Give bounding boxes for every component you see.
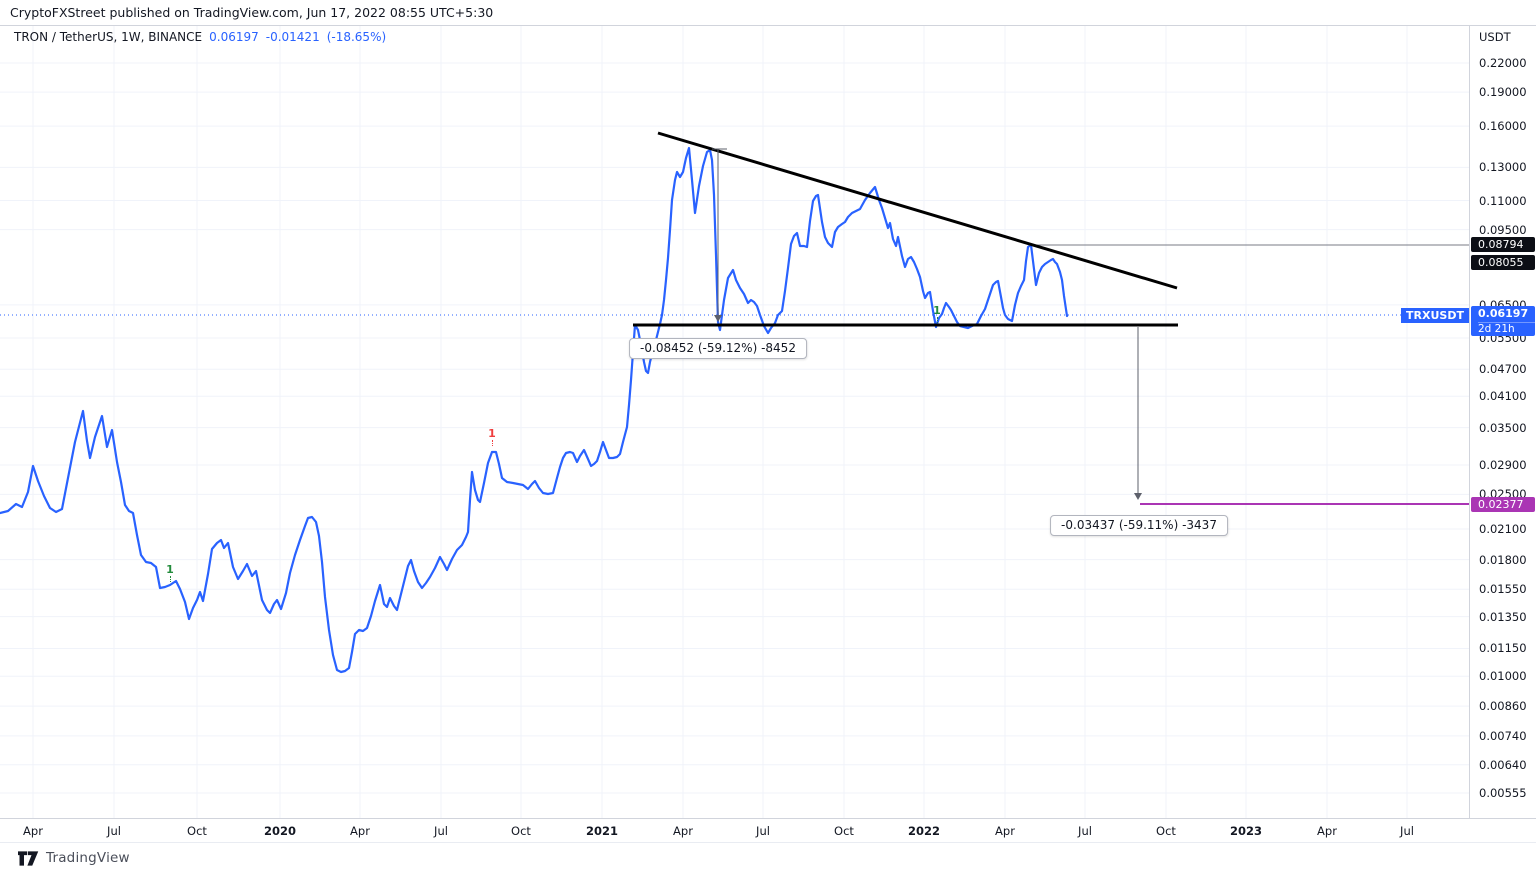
price-axis-tick: 0.03500 bbox=[1479, 420, 1527, 435]
price-axis-tick: 0.01150 bbox=[1479, 641, 1527, 656]
measure-label-down-2: -0.03437 (-59.11%) -3437 bbox=[1050, 515, 1228, 536]
footer-bar: TradingView bbox=[0, 844, 1536, 873]
published-bar: CryptoFXStreet published on TradingView.… bbox=[0, 0, 1536, 26]
magenta-price-label: 0.02377 bbox=[1471, 496, 1535, 512]
time-axis-tick: Apr bbox=[350, 824, 370, 838]
time-axis-tick: 2022 bbox=[907, 824, 941, 838]
last-price: 0.06197 bbox=[209, 30, 259, 44]
time-axis-tick: Oct bbox=[1156, 824, 1176, 838]
price-axis-tick: 0.02100 bbox=[1479, 522, 1527, 536]
price-line-series bbox=[0, 146, 1069, 674]
price-axis-tick: 0.00740 bbox=[1479, 728, 1527, 743]
descending-trendline bbox=[657, 131, 1178, 290]
price-axis-tick: 0.00860 bbox=[1479, 699, 1527, 714]
time-axis-tick: Apr bbox=[1317, 824, 1337, 838]
price-change: -0.01421 bbox=[265, 30, 320, 44]
time-axis-tick: Jul bbox=[1078, 824, 1092, 838]
measure-arrow-head-1 bbox=[714, 315, 722, 322]
time-axis-tick: Jul bbox=[756, 824, 770, 838]
black-price-label: 0.08794 bbox=[1471, 237, 1535, 253]
symbol-title: TRON / TetherUS, 1W, BINANCE bbox=[14, 30, 203, 44]
green-count-marker: 1 bbox=[164, 564, 176, 582]
price-axis-tick: 0.01550 bbox=[1479, 582, 1527, 597]
price-axis-tick: 0.00640 bbox=[1479, 757, 1527, 772]
time-axis-tick: Jul bbox=[1400, 824, 1414, 838]
tradingview-logo-link[interactable]: TradingView bbox=[18, 850, 130, 866]
tradingview-logo-icon bbox=[18, 850, 39, 866]
published-text: CryptoFXStreet published on TradingView.… bbox=[10, 5, 494, 20]
time-axis-tick: Oct bbox=[187, 824, 207, 838]
measure-label-down-1: -0.08452 (-59.12%) -8452 bbox=[629, 338, 807, 359]
time-axis-tick: Apr bbox=[673, 824, 693, 838]
price-axis-tick: 0.19000 bbox=[1479, 85, 1527, 100]
green-count-marker: 1 bbox=[931, 305, 943, 323]
price-axis-tick: 0.16000 bbox=[1479, 119, 1527, 134]
current-price-value: 0.06197 bbox=[1478, 307, 1529, 321]
blue-price-label: 0.06197 2d 21h bbox=[1471, 306, 1535, 337]
price-change-percent: (-18.65%) bbox=[326, 30, 387, 44]
chart-legend: TRON / TetherUS, 1W, BINANCE 0.06197 -0.01… bbox=[14, 30, 386, 44]
time-axis-tick: 2021 bbox=[585, 824, 619, 838]
price-axis-tick: 0.01350 bbox=[1479, 609, 1527, 624]
time-axis-tick: Jul bbox=[107, 824, 121, 838]
time-axis-tick: Apr bbox=[995, 824, 1015, 838]
bar-countdown: 2d 21h bbox=[1478, 322, 1535, 336]
price-axis-tick: 0.01000 bbox=[1479, 669, 1527, 684]
price-axis-tick: 0.04100 bbox=[1479, 389, 1527, 404]
chart-pane[interactable]: TRON / TetherUS, 1W, BINANCE 0.06197 -0.01… bbox=[0, 26, 1469, 818]
measure-arrow-head-2 bbox=[1134, 493, 1142, 500]
price-axis-tick: 0.00555 bbox=[1479, 786, 1527, 800]
time-axis-tick: Jul bbox=[434, 824, 448, 838]
price-axis[interactable]: USDT 0.22000 0.19000 0.16000 0.13000 0.11000… bbox=[1469, 26, 1536, 843]
symbol-price-flag: TRXUSDT bbox=[1401, 308, 1469, 323]
price-axis-tick: 0.11000 bbox=[1479, 193, 1527, 208]
price-chart-canvas[interactable] bbox=[0, 26, 1469, 818]
tradingview-logo-text: TradingView bbox=[46, 850, 130, 866]
price-axis-tick: 0.04700 bbox=[1479, 362, 1527, 377]
time-axis-tick: Oct bbox=[834, 824, 854, 838]
time-axis[interactable]: Apr Jul Oct 2020 Apr Jul Oct 2021 Apr Jul Oct 2022 A… bbox=[0, 818, 1536, 843]
time-axis-tick: Apr bbox=[23, 824, 43, 838]
currency-label: USDT bbox=[1479, 30, 1511, 44]
red-count-marker: 1 bbox=[486, 428, 498, 446]
price-axis-tick: 0.02900 bbox=[1479, 457, 1527, 472]
time-axis-tick: 2023 bbox=[1229, 824, 1263, 838]
price-axis-tick: 0.13000 bbox=[1479, 160, 1527, 175]
time-axis-tick: Oct bbox=[511, 824, 531, 838]
price-axis-tick: 0.01800 bbox=[1479, 552, 1527, 567]
black-price-label: 0.08055 bbox=[1471, 254, 1535, 270]
price-axis-tick: 0.09500 bbox=[1479, 222, 1527, 237]
time-axis-tick: 2020 bbox=[263, 824, 297, 838]
price-axis-tick: 0.22000 bbox=[1479, 56, 1527, 70]
